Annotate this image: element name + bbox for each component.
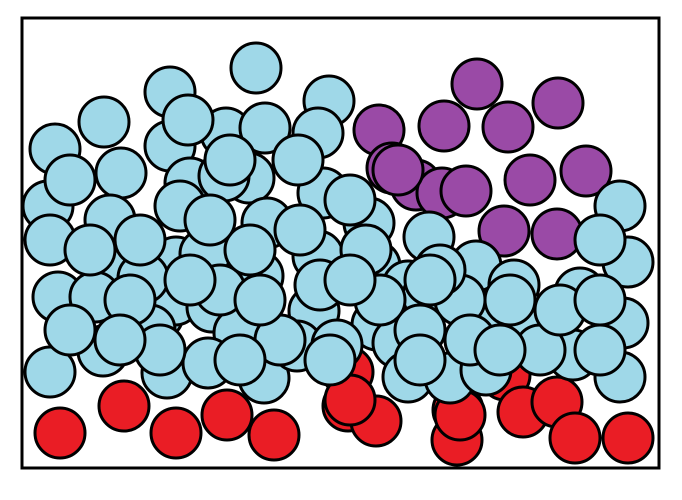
purple-particle [559, 144, 613, 198]
purple-particle [450, 57, 504, 111]
light-blue-particle [271, 133, 325, 187]
light-blue-particle [229, 41, 283, 95]
red-particle [149, 406, 203, 460]
purple-particle [503, 153, 557, 207]
light-blue-particle [161, 93, 215, 147]
light-blue-particle [43, 303, 97, 357]
light-blue-particle [238, 101, 292, 155]
red-particle [601, 411, 655, 465]
purple-particle [477, 204, 531, 258]
red-particle [247, 408, 301, 462]
light-blue-particle [403, 253, 457, 307]
light-blue-particle [213, 333, 267, 387]
light-blue-particle [323, 253, 377, 307]
light-blue-particle [323, 173, 377, 227]
purple-particle [439, 164, 493, 218]
light-blue-particle [573, 213, 627, 267]
red-particle [33, 406, 87, 460]
light-blue-particle [94, 146, 148, 200]
light-blue-particle [573, 323, 627, 377]
light-blue-particle [183, 193, 237, 247]
particle-layer [21, 41, 655, 467]
light-blue-particle [203, 133, 257, 187]
light-blue-particle [233, 273, 287, 327]
light-blue-particle [303, 333, 357, 387]
light-blue-particle [113, 213, 167, 267]
purple-particle [417, 99, 471, 153]
light-blue-particle [273, 203, 327, 257]
light-blue-particle [77, 95, 131, 149]
light-blue-particle [473, 323, 527, 377]
purple-particle [371, 143, 425, 197]
light-blue-particle [43, 153, 97, 207]
light-blue-particle [93, 313, 147, 367]
light-blue-particle [223, 223, 277, 277]
red-particle [200, 388, 254, 442]
purple-particle [481, 100, 535, 154]
red-particle [97, 379, 151, 433]
purple-particle [531, 76, 585, 130]
light-blue-particle [393, 333, 447, 387]
light-blue-particle [63, 223, 117, 277]
light-blue-particle [163, 253, 217, 307]
red-particle [548, 411, 602, 465]
light-blue-particle [483, 273, 537, 327]
light-blue-particle [573, 273, 627, 327]
